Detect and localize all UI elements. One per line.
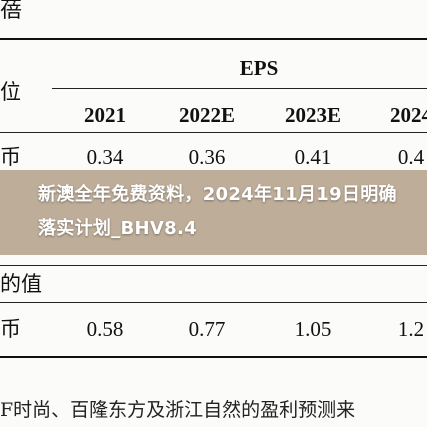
year-2021: 2021 <box>84 103 126 127</box>
table-unit-label: 位 <box>0 80 21 104</box>
section-bottom-rule <box>0 302 427 303</box>
row2-value-2024: 1.2 <box>397 317 425 341</box>
section-label: 的值 <box>0 272 42 296</box>
row2-value-2022e: 0.77 <box>188 317 226 341</box>
row1-value-2024: 0.4 <box>397 145 425 169</box>
row1-value-2021: 0.34 <box>86 145 124 169</box>
table-footnote: F时尚、百隆东方及浙江自然的盈利预测来 <box>0 399 356 421</box>
row2-value-2023e: 1.05 <box>294 317 332 341</box>
year-row-rule <box>0 132 427 133</box>
table-bottom-rule <box>0 356 427 358</box>
title-banner <box>0 170 427 255</box>
year-2022e: 2022E <box>178 103 235 127</box>
year-2023e: 2023E <box>284 103 341 127</box>
banner-title: 新澳全年免费资料，2024年11月19日明确落实计划_BHV8.4 <box>38 184 397 239</box>
eps-header: EPS <box>239 56 279 80</box>
row1-label: 币 <box>0 145 21 169</box>
section-rule <box>0 265 427 266</box>
table-top-rule <box>0 38 427 40</box>
row1-value-2023e: 0.41 <box>294 145 332 169</box>
eps-header-rule <box>52 88 427 89</box>
row2-value-2021: 0.58 <box>86 317 124 341</box>
row1-value-2022e: 0.36 <box>188 145 226 169</box>
year-2024: 2024 <box>390 103 427 127</box>
table-corner-header: 蓓 <box>0 0 23 23</box>
row2-label: 币 <box>0 317 21 341</box>
